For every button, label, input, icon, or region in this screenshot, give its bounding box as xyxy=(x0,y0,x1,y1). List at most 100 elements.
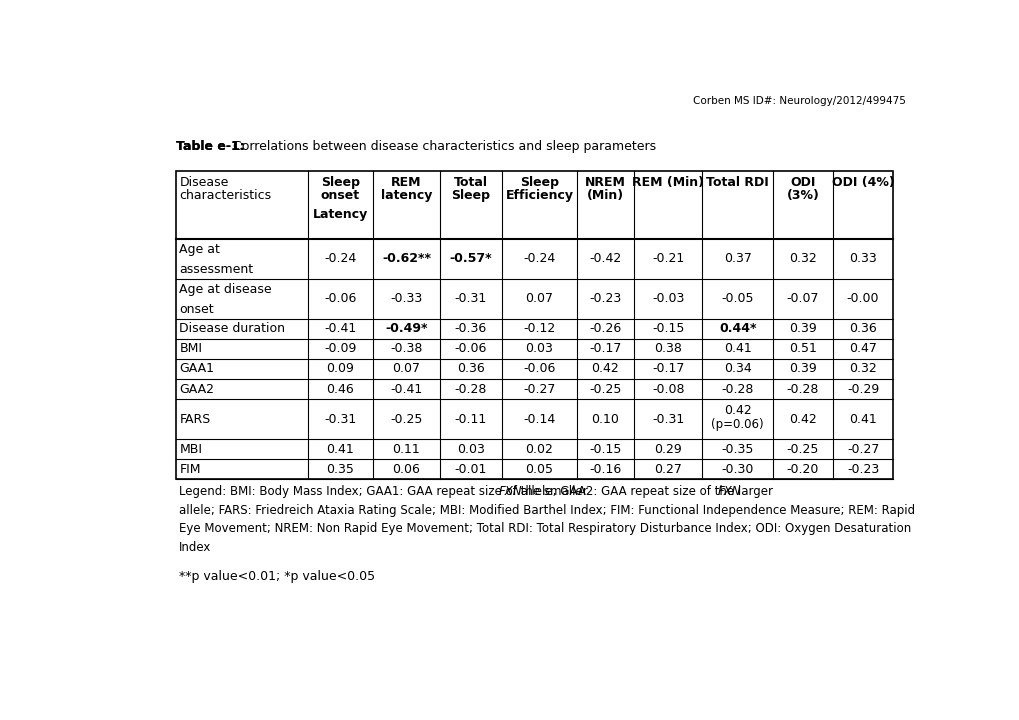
Text: -0.57*: -0.57* xyxy=(449,253,491,266)
Text: Age at disease: Age at disease xyxy=(179,283,272,296)
Text: 0.34: 0.34 xyxy=(723,362,751,376)
Text: 0.03: 0.03 xyxy=(457,443,484,456)
Text: 0.27: 0.27 xyxy=(653,462,682,476)
Text: -0.31: -0.31 xyxy=(324,413,356,426)
Text: 0.42: 0.42 xyxy=(723,404,751,417)
Text: FXN: FXN xyxy=(498,485,522,498)
Text: -0.23: -0.23 xyxy=(589,292,621,305)
Text: -0.12: -0.12 xyxy=(523,323,555,336)
Text: 0.46: 0.46 xyxy=(326,382,354,395)
Text: -0.08: -0.08 xyxy=(651,382,684,395)
Text: 0.02: 0.02 xyxy=(525,443,552,456)
Text: Latency: Latency xyxy=(313,208,368,221)
Bar xyxy=(175,171,893,479)
Text: 0.33: 0.33 xyxy=(849,253,876,266)
Text: 0.39: 0.39 xyxy=(789,362,816,376)
Text: 0.44*: 0.44* xyxy=(718,323,756,336)
Text: onset: onset xyxy=(320,189,360,202)
Text: -0.17: -0.17 xyxy=(651,362,684,376)
Text: 0.07: 0.07 xyxy=(392,362,420,376)
Text: -0.17: -0.17 xyxy=(589,343,621,356)
Text: -0.15: -0.15 xyxy=(589,443,621,456)
Text: -0.20: -0.20 xyxy=(786,462,818,476)
Text: Total: Total xyxy=(453,176,487,189)
Text: 0.37: 0.37 xyxy=(722,253,751,266)
Text: 0.10: 0.10 xyxy=(591,413,619,426)
Text: -0.23: -0.23 xyxy=(846,462,878,476)
Text: -0.27: -0.27 xyxy=(846,443,878,456)
Text: Age at: Age at xyxy=(179,243,220,256)
Text: -0.06: -0.06 xyxy=(523,362,555,376)
Text: latency: latency xyxy=(380,189,432,202)
Text: 0.36: 0.36 xyxy=(457,362,484,376)
Text: -0.03: -0.03 xyxy=(651,292,684,305)
Text: 0.32: 0.32 xyxy=(789,253,816,266)
Text: Correlations between disease characteristics and sleep parameters: Correlations between disease characteris… xyxy=(228,140,655,153)
Text: -0.25: -0.25 xyxy=(786,443,818,456)
Text: -0.16: -0.16 xyxy=(589,462,621,476)
Text: -0.00: -0.00 xyxy=(846,292,878,305)
Text: -0.49*: -0.49* xyxy=(385,323,427,336)
Text: (Min): (Min) xyxy=(586,189,624,202)
Text: FARS: FARS xyxy=(179,413,211,426)
Text: ODI: ODI xyxy=(790,176,815,189)
Text: Corben MS ID#: Neurology/2012/499475: Corben MS ID#: Neurology/2012/499475 xyxy=(693,96,906,106)
Text: ODI (4%): ODI (4%) xyxy=(830,176,894,189)
Text: -0.25: -0.25 xyxy=(390,413,422,426)
Text: BMI: BMI xyxy=(179,343,202,356)
Text: -0.25: -0.25 xyxy=(589,382,621,395)
Text: -0.33: -0.33 xyxy=(390,292,422,305)
Text: -0.24: -0.24 xyxy=(523,253,555,266)
Text: -0.29: -0.29 xyxy=(846,382,878,395)
Text: -0.28: -0.28 xyxy=(454,382,486,395)
Text: 0.41: 0.41 xyxy=(849,413,876,426)
Text: assessment: assessment xyxy=(179,263,254,276)
Text: 0.32: 0.32 xyxy=(849,362,876,376)
Text: allele; FARS: Friedreich Ataxia Rating Scale; MBI: Modified Barthel Index; FIM: : allele; FARS: Friedreich Ataxia Rating S… xyxy=(178,504,914,517)
Text: 0.36: 0.36 xyxy=(849,323,876,336)
Text: 0.11: 0.11 xyxy=(392,443,420,456)
Text: -0.21: -0.21 xyxy=(651,253,684,266)
Text: **p value<0.01; *p value<0.05: **p value<0.01; *p value<0.05 xyxy=(178,570,374,583)
Text: -0.15: -0.15 xyxy=(651,323,684,336)
Text: allele; GAA2: GAA repeat size of the larger: allele; GAA2: GAA repeat size of the lar… xyxy=(516,485,775,498)
Text: 0.51: 0.51 xyxy=(788,343,816,356)
Text: Sleep: Sleep xyxy=(450,189,490,202)
Text: -0.06: -0.06 xyxy=(324,292,357,305)
Text: -0.09: -0.09 xyxy=(324,343,357,356)
Text: 0.41: 0.41 xyxy=(723,343,751,356)
Text: 0.29: 0.29 xyxy=(653,443,682,456)
Text: 0.09: 0.09 xyxy=(326,362,354,376)
Text: -0.31: -0.31 xyxy=(454,292,486,305)
Text: 0.35: 0.35 xyxy=(326,462,354,476)
Text: -0.27: -0.27 xyxy=(523,382,555,395)
Text: (3%): (3%) xyxy=(786,189,818,202)
Text: -0.26: -0.26 xyxy=(589,323,621,336)
Text: GAA2: GAA2 xyxy=(179,382,214,395)
Text: Index: Index xyxy=(178,541,211,554)
Text: REM (Min): REM (Min) xyxy=(632,176,703,189)
Text: REM: REM xyxy=(390,176,421,189)
Text: 0.39: 0.39 xyxy=(789,323,816,336)
Text: 0.07: 0.07 xyxy=(525,292,553,305)
Text: -0.41: -0.41 xyxy=(390,382,422,395)
Text: FXN: FXN xyxy=(717,485,741,498)
Text: Sleep: Sleep xyxy=(321,176,360,189)
Text: Disease duration: Disease duration xyxy=(179,323,285,336)
Text: -0.28: -0.28 xyxy=(786,382,818,395)
Text: -0.06: -0.06 xyxy=(454,343,486,356)
Text: Efficiency: Efficiency xyxy=(504,189,573,202)
Text: 0.06: 0.06 xyxy=(392,462,420,476)
Text: Disease: Disease xyxy=(179,176,228,189)
Text: GAA1: GAA1 xyxy=(179,362,214,376)
Text: -0.62**: -0.62** xyxy=(381,253,430,266)
Text: -0.14: -0.14 xyxy=(523,413,555,426)
Text: -0.11: -0.11 xyxy=(454,413,486,426)
Text: Eye Movement; NREM: Non Rapid Eye Movement; Total RDI: Total Respiratory Disturb: Eye Movement; NREM: Non Rapid Eye Moveme… xyxy=(178,522,910,535)
Text: -0.31: -0.31 xyxy=(651,413,684,426)
Text: 0.38: 0.38 xyxy=(653,343,682,356)
Text: 0.42: 0.42 xyxy=(591,362,619,376)
Text: 0.05: 0.05 xyxy=(525,462,553,476)
Text: Table e-1:: Table e-1: xyxy=(175,140,245,153)
Text: Table e-1:: Table e-1: xyxy=(175,140,245,153)
